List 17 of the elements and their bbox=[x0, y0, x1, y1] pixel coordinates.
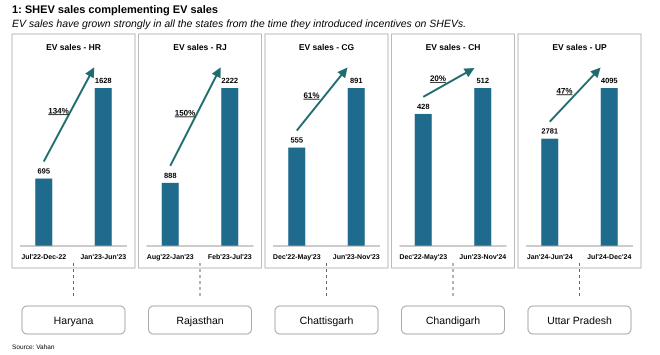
text: Chattisgarh bbox=[300, 315, 354, 327]
chart-title: EV sales - CH bbox=[426, 42, 480, 52]
annotation: 134% bbox=[48, 106, 69, 116]
chart-title: EV sales - UP bbox=[552, 42, 607, 52]
text: Rajasthan bbox=[176, 315, 224, 327]
annotation: 150% bbox=[174, 108, 196, 118]
text: Haryana bbox=[54, 315, 94, 327]
text: Uttar Pradesh bbox=[547, 315, 612, 327]
chart-title: EV sales - HR bbox=[46, 42, 101, 52]
annotation: 47% bbox=[556, 86, 573, 96]
text: Chandigarh bbox=[426, 315, 480, 327]
chart-title: EV sales - RJ bbox=[173, 42, 227, 52]
chart-title: EV sales - CG bbox=[298, 42, 355, 52]
text: 1: SHEV sales complementing EV sales bbox=[12, 4, 218, 16]
text: 20% bbox=[430, 74, 446, 83]
annotation: 61% bbox=[303, 90, 320, 100]
text: EV sales have grown strongly in all the states from the time they introduced incentives on SHEVs. bbox=[12, 18, 466, 30]
